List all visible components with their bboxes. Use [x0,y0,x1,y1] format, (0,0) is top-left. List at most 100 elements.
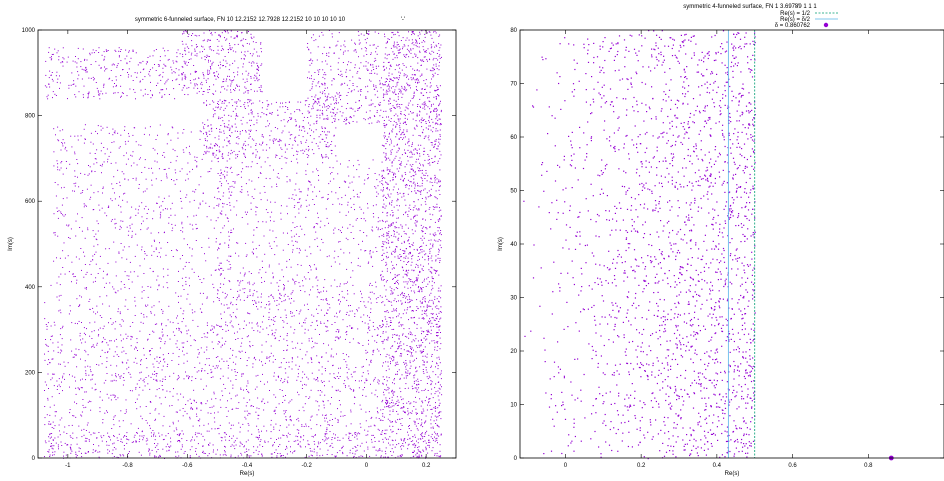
left-data-point [115,85,117,87]
left-data-point [429,342,431,344]
left-data-point [369,72,371,74]
left-data-point [146,228,148,230]
left-data-point [429,226,431,228]
left-data-point [198,91,200,93]
left-data-point [146,254,148,256]
left-data-point [438,65,440,67]
left-data-point [437,442,438,444]
left-data-point [437,227,439,228]
left-data-point [249,313,251,315]
left-data-point [346,268,348,270]
left-data-point [154,240,155,242]
left-data-point [359,206,361,208]
left-data-point [400,134,402,136]
left-data-point [386,251,388,253]
left-data-point [193,79,195,81]
left-data-point [436,326,438,328]
left-data-point [202,74,204,75]
left-data-point [253,116,255,118]
left-data-point [414,205,416,207]
left-data-point [392,409,394,411]
left-data-point [124,178,126,180]
left-data-point [385,295,387,297]
left-data-point [384,126,386,128]
left-data-point [242,73,243,75]
left-data-point [381,161,383,163]
left-data-point [418,46,420,48]
left-data-point [407,118,408,120]
left-data-point [365,220,367,222]
left-data-point [206,104,207,106]
left-data-point [438,210,440,212]
left-data-point [400,355,402,357]
left-data-point [101,207,103,209]
left-data-point [84,204,86,206]
left-data-point [414,187,416,189]
left-data-point [380,87,382,89]
left-data-point [300,204,302,206]
left-data-point [224,297,226,299]
left-data-point [176,179,178,181]
left-data-point [435,90,437,92]
left-data-point [316,103,318,105]
left-data-point [412,31,414,33]
left-data-point [312,99,314,100]
left-data-point [344,50,346,52]
left-data-point [380,277,382,279]
left-data-point [230,153,232,155]
left-data-point [229,129,231,131]
left-data-point [417,209,419,211]
left-data-point [436,53,438,54]
left-data-point [427,154,429,155]
left-data-point [63,186,65,188]
left-data-point [206,132,208,134]
left-data-point [388,54,390,56]
left-data-point [396,168,398,170]
left-data-point [132,50,134,52]
left-data-point [331,141,333,143]
left-data-point [310,253,312,255]
left-data-point [417,185,419,187]
left-data-point [218,264,220,266]
left-data-point [238,85,240,87]
left-data-point [326,146,328,147]
left-data-point [398,338,400,340]
left-data-point [416,78,418,80]
left-data-point [385,110,387,112]
left-data-point [411,244,413,245]
left-data-point [315,39,317,41]
left-data-point [210,39,211,41]
left-data-point [331,115,333,117]
left-data-point [391,304,393,306]
left-data-point [395,236,397,238]
left-data-point [434,454,436,456]
left-data-point [291,240,293,242]
left-data-point [324,118,326,120]
left-data-point [264,253,266,255]
left-data-point [93,192,95,194]
left-data-point [329,180,331,182]
left-data-point [355,367,357,368]
left-data-point [231,132,233,134]
left-data-point [219,34,220,36]
left-data-point [212,154,214,156]
left-data-point [246,90,248,92]
left-data-point [418,446,420,448]
left-data-point [126,55,128,57]
left-data-point [283,276,284,278]
left-data-point [87,96,89,98]
left-data-point [408,56,410,58]
left-data-point [177,49,179,51]
left-data-point [239,299,241,301]
left-data-point [392,334,394,336]
left-data-point [431,317,433,319]
left-data-point [291,298,292,299]
left-data-point [422,218,424,220]
left-data-point [408,207,410,209]
left-data-point [379,229,381,230]
left-data-point [387,456,389,458]
left-data-point [413,127,415,129]
left-data-point [432,206,434,208]
left-data-point [413,92,415,94]
left-data-point [316,122,318,124]
